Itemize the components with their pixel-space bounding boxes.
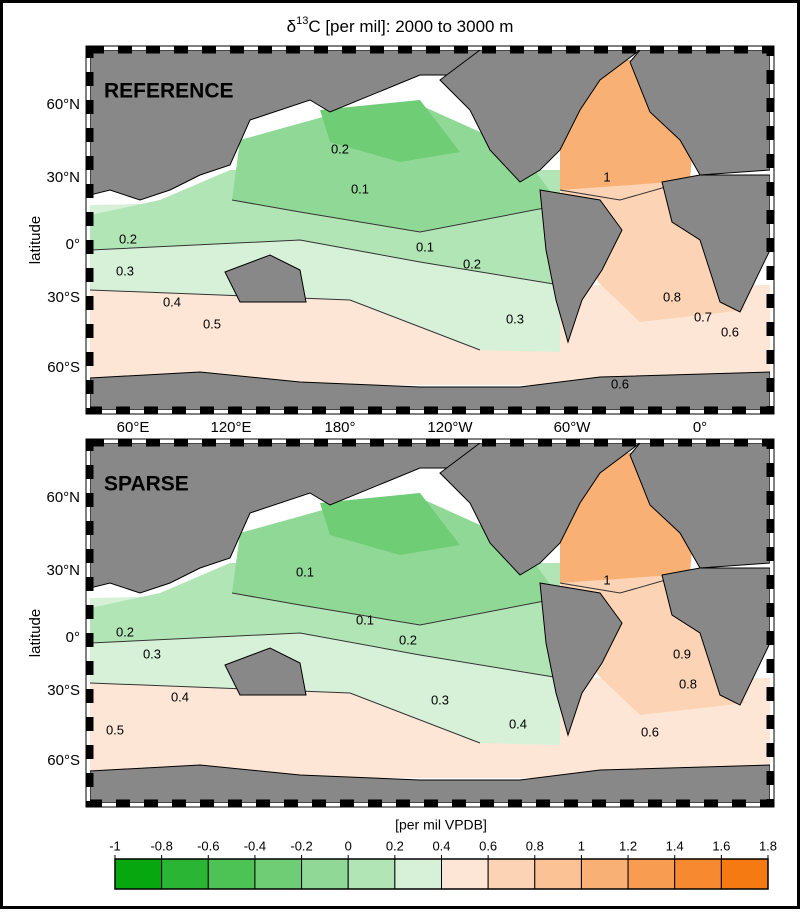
colorbar-bin: [441, 858, 489, 890]
colorbar-bin: [114, 858, 163, 890]
contour-label: 0.3: [143, 646, 161, 661]
colorbar-bin: [534, 858, 582, 890]
colorbar-bin: [161, 858, 209, 890]
contour-label: 0.6: [611, 376, 629, 391]
lat-label: 60°S: [47, 752, 80, 769]
contour-label: 0.2: [331, 141, 349, 156]
contour-label: 0.9: [673, 646, 691, 661]
contour-label: 0.6: [721, 324, 739, 339]
colorbar-tick-label: 0.2: [386, 838, 404, 853]
contour-label: 1: [603, 572, 610, 587]
contour-label: 0.3: [506, 311, 524, 326]
contour-label: 0.8: [679, 676, 697, 691]
y-axis-label: latitude: [27, 609, 44, 657]
contour-label: 0.1: [351, 181, 369, 196]
contour-label: 0.2: [116, 624, 134, 639]
colorbar-tick-label: 1.2: [619, 838, 637, 853]
lon-label: 0°: [693, 419, 707, 436]
lon-label: 120°W: [427, 419, 473, 436]
lon-label: 120°E: [210, 419, 251, 436]
panel-label: SPARSE: [104, 473, 189, 496]
contour-label: 0.1: [356, 612, 374, 627]
contour-label: 0.2: [119, 231, 137, 246]
colorbar-tick-label: 0.8: [526, 838, 544, 853]
title-sup: 13: [296, 15, 308, 27]
contour-label: 0.7: [694, 309, 712, 324]
colorbar-bin: [580, 858, 629, 890]
y-axis-label: latitude: [27, 216, 44, 264]
contour-label: 0.2: [399, 632, 417, 647]
panel-label: REFERENCE: [104, 80, 234, 103]
colorbar-tick-label: 0: [345, 838, 352, 853]
colorbar-tick-label: -0.4: [244, 838, 266, 853]
contour-label: 1: [603, 169, 610, 184]
lat-label: 30°N: [46, 562, 80, 579]
contour-label: 0.8: [663, 289, 681, 304]
colorbar-bin: [254, 858, 303, 890]
title-rest: C [per mil]: 2000 to 3000 m: [308, 17, 513, 36]
lon-label: 60°E: [117, 419, 150, 436]
contour-label: 0.3: [431, 692, 449, 707]
lat-label: 30°S: [47, 289, 80, 306]
lon-label: 60°W: [554, 419, 592, 436]
colorbar-frame: [114, 858, 769, 890]
colorbar-bin: [207, 858, 256, 890]
lat-label: 0°: [66, 629, 80, 646]
contour-label: 0.1: [416, 239, 434, 254]
colorbar-bin: [627, 858, 676, 890]
lon-label: 180°: [324, 419, 355, 436]
colorbar-tick-label: 1.6: [712, 838, 730, 853]
contour-label: 0.4: [171, 689, 189, 704]
colorbar-tick-label: 1: [578, 838, 585, 853]
colorbar-tick-label: 0.4: [432, 838, 450, 853]
colorbar-tick-label: 1.4: [666, 838, 684, 853]
map-sparse: [86, 439, 774, 807]
lat-label: 30°N: [46, 169, 80, 186]
colorbar-tick-label: 0.6: [479, 838, 497, 853]
contour-label: 0.5: [106, 722, 124, 737]
colorbar-tick-label: 1.8: [759, 838, 777, 853]
contour-label: 0.2: [463, 256, 481, 271]
colorbar-bin: [301, 858, 349, 890]
lat-label: 60°S: [47, 359, 80, 376]
contour-label: 0.5: [203, 316, 221, 331]
figure-title: δ13C [per mil]: 2000 to 3000 m: [287, 15, 514, 37]
colorbar-tick-label: -0.6: [197, 838, 219, 853]
lat-label: 30°S: [47, 682, 80, 699]
colorbar-bin: [394, 858, 443, 890]
lat-label: 60°N: [46, 96, 80, 113]
contour-label: 0.6: [641, 724, 659, 739]
colorbar-bin: [674, 858, 722, 890]
contour-label: 0.3: [116, 263, 134, 278]
lat-label: 60°N: [46, 489, 80, 506]
contour-label: 0.4: [509, 716, 527, 731]
title-symbol: δ: [287, 17, 296, 36]
colorbar-bin: [487, 858, 536, 890]
colorbar-tick-label: -0.2: [290, 838, 312, 853]
colorbar-label: [per mil VPDB]: [395, 817, 487, 833]
contour-label: 0.4: [163, 294, 181, 309]
colorbar-tick-label: -0.8: [150, 838, 172, 853]
colorbar-bin: [347, 858, 396, 890]
lat-label: 0°: [66, 236, 80, 253]
contour-label: 0.1: [296, 564, 314, 579]
colorbar-bin: [720, 858, 769, 890]
colorbar-tick-label: -1: [109, 838, 121, 853]
